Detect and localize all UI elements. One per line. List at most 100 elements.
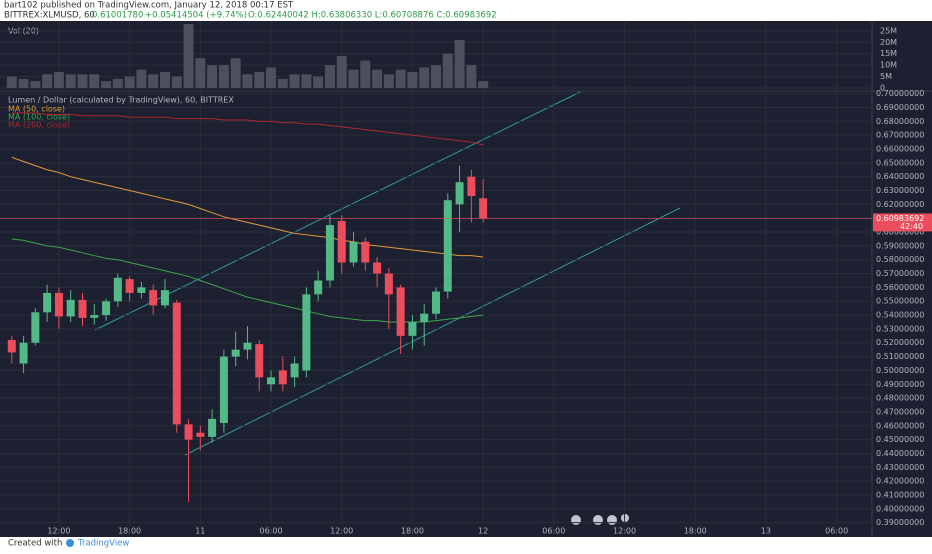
last-price: 0.61001780 (92, 11, 143, 21)
volume-bar (419, 67, 430, 88)
y-tick-label: 0.51000000 (876, 352, 924, 361)
y-tick-label: 0.63000000 (876, 186, 924, 195)
y-tick-label: 0.39000000 (876, 518, 924, 527)
volume-bar (289, 74, 300, 88)
volume-bar (360, 60, 371, 88)
volume-bar (313, 76, 324, 88)
moving-average (11, 156, 484, 258)
logo (66, 539, 74, 547)
candle-body (325, 225, 334, 281)
y-tick-label: 0.41000000 (876, 490, 924, 499)
volume-bar (65, 74, 76, 88)
x-tick-label: 18:00 (118, 527, 141, 536)
candle-body (7, 339, 16, 353)
volume-bar (301, 74, 312, 88)
footer-created: Created with (8, 539, 62, 549)
volume-bar (195, 58, 206, 88)
candle-body (90, 315, 99, 318)
candle-body (290, 363, 299, 378)
volume-bar (171, 76, 182, 88)
x-tick-label: 18:00 (401, 527, 424, 536)
y-tick-label: 0.70000000 (876, 89, 924, 98)
candle-body (43, 292, 52, 313)
footer-brand[interactable]: TradingView (77, 539, 129, 549)
last-price-box (873, 213, 932, 232)
candle-body (455, 182, 464, 205)
candle-body (125, 279, 134, 293)
y-tick-label: 0.56000000 (876, 283, 924, 292)
y-tick-label: 20M (880, 38, 897, 47)
x-tick-label: 06:00 (825, 527, 848, 536)
volume-bar (89, 74, 100, 88)
x-tick-label: 12:00 (330, 527, 353, 536)
volume-bar (218, 65, 229, 88)
volume-bar (466, 65, 477, 88)
candle-body (361, 241, 370, 263)
y-tick-label: 10M (880, 61, 897, 70)
trend-line (184, 207, 681, 456)
y-tick-label: 0.62000000 (876, 200, 924, 209)
footer-bar (0, 537, 932, 550)
volume-bar (183, 24, 194, 88)
legend-entry: MA (200, close) (8, 121, 70, 130)
y-tick-label: 0.47000000 (876, 407, 924, 416)
candle-body (243, 342, 252, 350)
y-tick-label: 5M (880, 72, 892, 81)
candle-body (54, 292, 63, 317)
ohlc: O:0.62440042 H:0.63806330 L:0.60708876 C… (248, 11, 497, 21)
candle-body (137, 287, 146, 293)
y-tick-label: 0.60000000 (876, 228, 924, 237)
x-tick-label: 11 (195, 527, 205, 536)
y-tick-label: 0.44000000 (876, 449, 924, 458)
y-tick-label: 0.68000000 (876, 117, 924, 126)
legend-entry: MA (100, close) (8, 113, 70, 122)
candle-body (349, 241, 358, 263)
header-bar (0, 0, 932, 21)
moving-average (11, 112, 484, 146)
y-tick-label: 0.64000000 (876, 172, 924, 181)
x-tick-label: 12:00 (613, 527, 636, 536)
volume-bar (407, 72, 418, 88)
y-tick-label: 15M (880, 49, 897, 58)
trend-line (94, 91, 581, 331)
candle-body (267, 377, 276, 385)
candle-body (196, 432, 205, 437)
y-tick-label: 0 (880, 84, 885, 93)
candle-body (373, 262, 382, 274)
chart-title: Lumen / Dollar (calculated by TradingVie… (8, 96, 234, 105)
y-tick-label: 0.59000000 (876, 241, 924, 250)
x-tick-label: 13 (761, 527, 771, 536)
candle-body (184, 424, 193, 440)
volume-bar (53, 72, 64, 88)
symbol: BITTREX:XLMUSD, 60 (4, 11, 95, 21)
candle-body (278, 370, 287, 385)
y-tick-label: 0.50000000 (876, 366, 924, 375)
candle-body (408, 321, 417, 336)
x-tick-label: 12:00 (47, 527, 70, 536)
volume-bar (372, 69, 383, 88)
candle-body (102, 301, 111, 316)
y-tick-label: 0.66000000 (876, 145, 924, 154)
y-tick-label: 0.48000000 (876, 394, 924, 403)
candle-body (208, 418, 217, 437)
y-tick-label: 25M (880, 26, 897, 35)
y-tick-label: 0.53000000 (876, 324, 924, 333)
y-tick-label: 0.40000000 (876, 504, 924, 513)
volume-bar (395, 69, 406, 88)
candle-body (149, 290, 158, 306)
candle-body (337, 220, 346, 263)
candle-body (19, 342, 28, 364)
candle-body (420, 313, 429, 322)
volume-bar (431, 65, 441, 88)
last-price-label: 0.60983692 (876, 214, 924, 223)
volume-bar (101, 81, 112, 88)
x-tick-label: 06:00 (542, 527, 565, 536)
volume-bar (266, 67, 277, 88)
volume-bar (348, 69, 359, 88)
volume-bar (478, 81, 489, 88)
candle-body (467, 176, 476, 197)
candle-body (231, 349, 240, 357)
x-tick-label: 12 (478, 527, 488, 536)
legend-entry: MA (50, close) (8, 105, 65, 114)
volume-bar (454, 40, 465, 88)
